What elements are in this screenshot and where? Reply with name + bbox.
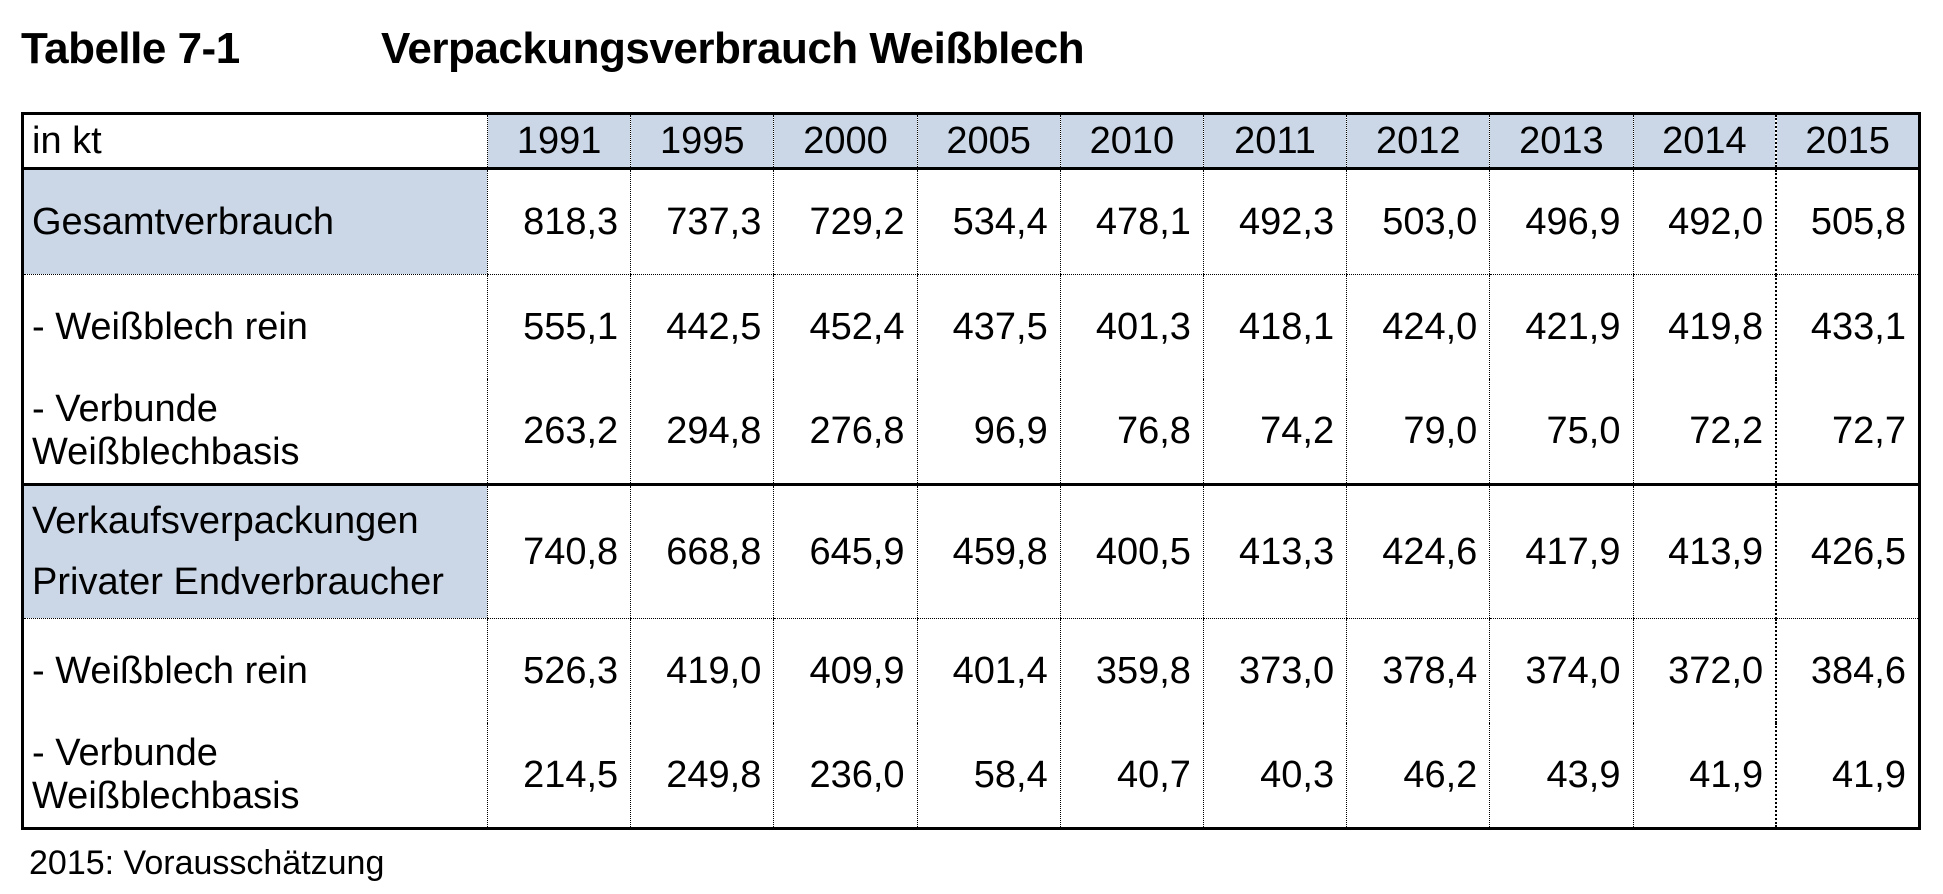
value-cell: 437,5 [916, 274, 1061, 379]
table-caption: Verpackungsverbrauch Weißblech [381, 24, 1085, 73]
value-cell: 236,0 [773, 723, 918, 829]
row-label-cell: - Verbunde Weißblechbasis [32, 732, 300, 817]
value-cell: 400,5 [1059, 484, 1204, 619]
value-cell: 43,9 [1489, 723, 1633, 829]
row-label-cell: - Weißblech rein [32, 649, 308, 692]
header-row: in kt 1991 1995 2000 2005 2010 2011 2012… [22, 113, 1920, 170]
value-cell: 294,8 [630, 379, 774, 486]
value-cell: 505,8 [1775, 168, 1920, 275]
value-cell: 534,4 [916, 168, 1061, 275]
value-cell: 417,9 [1489, 484, 1633, 619]
data-table: in kt 1991 1995 2000 2005 2010 2011 2012… [21, 112, 1921, 830]
year-header-cell: 2010 [1059, 113, 1204, 170]
unit-label-cell: in kt [22, 113, 488, 170]
value-cell: 555,1 [486, 274, 631, 379]
footnote: 2015: Vorausschätzung [29, 844, 385, 882]
table-row-verbunde-weissblechbasis-2: - Verbunde Weißblechbasis 214,5 249,8 23… [23, 723, 1920, 829]
value-cell: 41,9 [1775, 723, 1920, 829]
row-label-cell: - Weißblech rein [32, 305, 308, 348]
table-row-gesamtverbrauch: Gesamtverbrauch 818,3 737,3 729,2 534,4 … [22, 168, 1920, 275]
value-cell: 503,0 [1346, 168, 1490, 275]
table-title: Tabelle 7-1 Verpackungsverbrauch Weißble… [21, 0, 1922, 74]
value-cell: 214,5 [486, 723, 631, 829]
value-cell: 58,4 [916, 723, 1061, 829]
value-cell: 249,8 [630, 723, 774, 829]
year-header-cell: 2011 [1202, 113, 1347, 170]
value-cell: 263,2 [486, 379, 631, 486]
value-cell: 478,1 [1059, 168, 1204, 275]
table-row-weissblech-rein: - Weißblech rein 555,1 442,5 452,4 437,5… [23, 274, 1920, 379]
value-cell: 496,9 [1489, 168, 1633, 275]
row-label-cell: - Verbunde Weißblechbasis [22, 379, 488, 486]
value-cell: 96,9 [916, 379, 1061, 486]
table-row-verbunde-weissblechbasis: - Verbunde Weißblechbasis 263,2 294,8 27… [22, 379, 1920, 486]
value-cell: 419,0 [630, 618, 774, 723]
year-header-cell: 2000 [773, 113, 918, 170]
value-cell: 426,5 [1775, 484, 1920, 619]
row-label-line: Privater Endverbraucher [32, 561, 444, 603]
value-cell: 46,2 [1346, 723, 1490, 829]
year-header-cell: 1991 [486, 113, 631, 170]
value-cell: 276,8 [773, 379, 918, 486]
value-cell: 452,4 [773, 274, 918, 379]
value-cell: 729,2 [773, 168, 918, 275]
value-cell: 374,0 [1489, 618, 1633, 723]
table-number: Tabelle 7-1 [21, 24, 240, 73]
value-cell: 413,9 [1632, 484, 1777, 619]
value-cell: 40,3 [1202, 723, 1347, 829]
value-cell: 442,5 [630, 274, 774, 379]
value-cell: 492,3 [1202, 168, 1347, 275]
value-cell: 409,9 [773, 618, 918, 723]
value-cell: 737,3 [630, 168, 774, 275]
table-row-weissblech-rein-2: - Weißblech rein 526,3 419,0 409,9 401,4… [23, 618, 1920, 723]
value-cell: 76,8 [1059, 379, 1204, 486]
value-cell: 645,9 [773, 484, 918, 619]
value-cell: 72,2 [1632, 379, 1777, 486]
value-cell: 401,3 [1059, 274, 1204, 379]
value-cell: 433,1 [1775, 274, 1920, 379]
value-cell: 424,6 [1346, 484, 1490, 619]
year-header-cell: 2005 [916, 113, 1061, 170]
year-header-cell: 2012 [1346, 113, 1490, 170]
year-header-cell: 2013 [1489, 113, 1633, 170]
table-row-verkaufsverpackungen: Verkaufsverpackungen Privater Endverbrau… [22, 484, 1920, 619]
value-cell: 424,0 [1346, 274, 1490, 379]
value-cell: 75,0 [1489, 379, 1633, 486]
value-cell: 418,1 [1202, 274, 1347, 379]
value-cell: 74,2 [1202, 379, 1347, 486]
value-cell: 372,0 [1632, 618, 1777, 723]
row-label-cell: Verkaufsverpackungen Privater Endverbrau… [22, 484, 488, 619]
year-header-cell: 2015 [1775, 113, 1920, 170]
value-cell: 359,8 [1059, 618, 1204, 723]
value-cell: 384,6 [1775, 618, 1920, 723]
value-cell: 421,9 [1489, 274, 1633, 379]
value-cell: 373,0 [1202, 618, 1347, 723]
value-cell: 401,4 [916, 618, 1061, 723]
year-header-cell: 2014 [1632, 113, 1777, 170]
year-header-cell: 1995 [630, 113, 774, 170]
value-cell: 419,8 [1632, 274, 1777, 379]
value-cell: 459,8 [916, 484, 1061, 619]
value-cell: 41,9 [1632, 723, 1777, 829]
value-cell: 72,7 [1775, 379, 1920, 486]
row-label-cell: Gesamtverbrauch [22, 168, 488, 275]
value-cell: 378,4 [1346, 618, 1490, 723]
value-cell: 492,0 [1632, 168, 1777, 275]
value-cell: 413,3 [1202, 484, 1347, 619]
value-cell: 526,3 [486, 618, 631, 723]
value-cell: 40,7 [1059, 723, 1204, 829]
row-label-line: Verkaufsverpackungen [32, 500, 419, 543]
value-cell: 818,3 [486, 168, 631, 275]
value-cell: 740,8 [486, 484, 631, 619]
value-cell: 79,0 [1346, 379, 1490, 486]
value-cell: 668,8 [630, 484, 774, 619]
